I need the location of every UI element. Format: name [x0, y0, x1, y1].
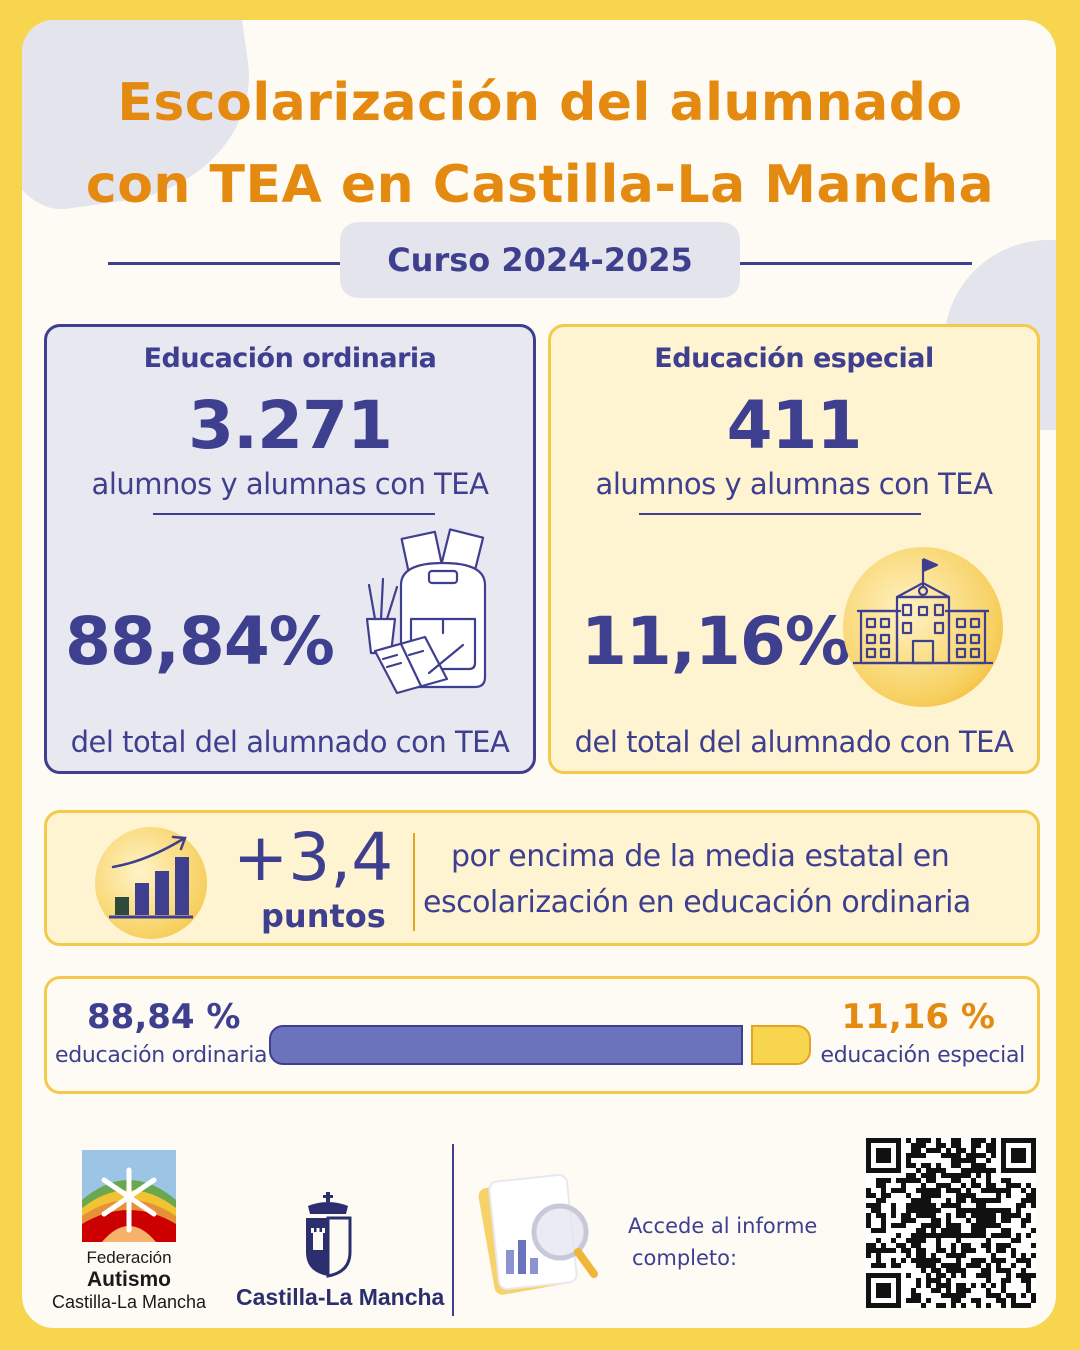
card-ordinary-education: Educación ordinaria 3.271 alumnos y alum…	[44, 324, 536, 774]
student-count-label: alumnos y alumnas con TEA	[595, 467, 993, 501]
distribution-bar	[269, 1025, 811, 1065]
distribution-box: 88,84 % educación ordinaria 11,16 % educ…	[44, 976, 1040, 1094]
ordinary-bar-segment	[269, 1025, 743, 1065]
special-bar-segment	[751, 1025, 811, 1065]
course-badge: Curso 2024-2025	[340, 222, 740, 298]
report-magnifier-icon	[478, 1174, 598, 1295]
federation-line-1: Federación	[86, 1248, 172, 1267]
card-divider	[639, 513, 921, 515]
highlight-text-line-2: escolarización en educación ordinaria	[423, 885, 971, 920]
student-count: 411	[726, 387, 863, 464]
federation-name: Federación Autismo Castilla-La Mancha	[36, 1248, 222, 1313]
castilla-la-mancha-coat-of-arms-icon	[306, 1192, 352, 1278]
points-value: +3,4	[233, 819, 394, 896]
qr-code-icon[interactable]	[866, 1138, 1036, 1308]
special-percentage: 11,16 %	[841, 997, 995, 1037]
course-divider-left	[108, 262, 340, 265]
percentage-label: del total del alumnado con TEA	[574, 725, 1014, 759]
school-supplies-icon	[365, 528, 487, 695]
highlight-text-line-1: por encima de la media estatal en	[451, 839, 950, 874]
percentage-label: del total del alumnado con TEA	[70, 725, 510, 759]
student-count-label: alumnos y alumnas con TEA	[91, 467, 489, 501]
ordinary-label: educación ordinaria	[55, 1043, 268, 1068]
school-building-icon	[843, 547, 1003, 707]
federation-line-2: Autismo	[87, 1268, 171, 1291]
percentage: 88,84%	[65, 603, 335, 680]
federation-autism-logo	[82, 1150, 176, 1242]
report-line-2: completo:	[632, 1246, 738, 1270]
report-access-text: Accede al informe completo:	[628, 1210, 817, 1274]
title-line-2: con TEA en Castilla-La Mancha	[85, 155, 995, 215]
points-unit: puntos	[261, 897, 386, 935]
footer-divider	[452, 1144, 454, 1316]
special-label: educación especial	[820, 1043, 1025, 1068]
card-heading: Educación ordinaria	[143, 343, 437, 374]
student-count: 3.271	[188, 387, 393, 464]
card-heading: Educación especial	[654, 343, 934, 374]
course-divider-right	[740, 262, 972, 265]
ordinary-percentage: 88,84 %	[87, 997, 241, 1037]
report-line-1: Accede al informe	[628, 1214, 818, 1238]
growth-chart-icon	[109, 835, 193, 919]
page-title: Escolarización del alumnado con TEA en C…	[0, 62, 1080, 226]
government-name: Castilla-La Mancha	[236, 1284, 445, 1310]
percentage: 11,16%	[581, 603, 851, 680]
highlight-divider	[413, 833, 415, 931]
title-line-1: Escolarización del alumnado	[117, 73, 963, 133]
highlight-box: +3,4 puntos por encima de la media estat…	[44, 810, 1040, 946]
card-special-education: Educación especial 411 alumnos y alumnas…	[548, 324, 1040, 774]
card-divider	[153, 513, 435, 515]
federation-line-3: Castilla-La Mancha	[51, 1292, 207, 1312]
